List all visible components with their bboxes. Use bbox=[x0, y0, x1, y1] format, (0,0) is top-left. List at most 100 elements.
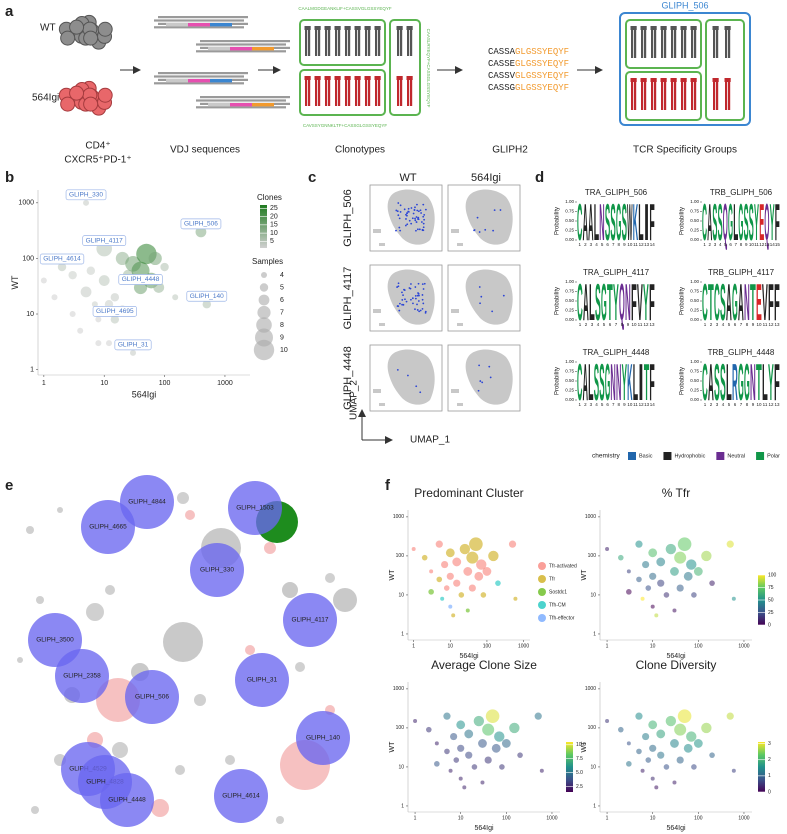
tcr-icon bbox=[671, 82, 674, 110]
vdj-bar bbox=[154, 82, 244, 85]
umap-highlight bbox=[473, 229, 476, 231]
scatter-point bbox=[499, 764, 505, 770]
umap-cells bbox=[379, 323, 385, 326]
vdj-bar bbox=[158, 72, 248, 75]
vdj-segment bbox=[252, 103, 274, 107]
cdr3-motif: GLGSSYEQYF bbox=[515, 71, 569, 81]
logo-letter: G bbox=[732, 274, 738, 332]
logo-letter: S bbox=[718, 194, 723, 252]
vdj-bar bbox=[200, 40, 290, 43]
umap-highlight bbox=[479, 380, 482, 382]
tcr-icon bbox=[670, 26, 677, 30]
scatter-point bbox=[635, 712, 643, 720]
cell bbox=[97, 87, 113, 103]
umap-highlight bbox=[404, 298, 406, 301]
point-label: GLIPH_506 bbox=[184, 221, 218, 228]
legend-label: Sostdc1 bbox=[549, 589, 567, 595]
logo-xtick-label: 6 bbox=[734, 322, 737, 327]
scatter-point bbox=[457, 744, 465, 752]
scatter-point bbox=[663, 592, 670, 598]
logo-ytick-label: 0.00 bbox=[690, 237, 699, 242]
tcr-icon bbox=[690, 26, 697, 30]
logo-letter: N bbox=[599, 194, 604, 252]
point-label-box bbox=[82, 235, 127, 246]
umap-highlight bbox=[416, 203, 418, 206]
logo-xtick-label: 3 bbox=[590, 402, 593, 407]
clonotype-box bbox=[299, 19, 386, 66]
scatter-point bbox=[413, 719, 418, 724]
logo-xtick-label: 10 bbox=[756, 402, 762, 407]
umap-highlight bbox=[484, 228, 487, 231]
logo-letter: G bbox=[728, 194, 733, 252]
colorbar bbox=[758, 742, 765, 792]
network-node bbox=[17, 657, 23, 663]
scatter-point bbox=[618, 554, 624, 561]
panel-label: a bbox=[5, 3, 14, 20]
logo-xtick-label: 8 bbox=[621, 322, 624, 327]
tcr-icon bbox=[690, 78, 697, 82]
logo-xtick-label: 5 bbox=[728, 402, 731, 407]
scatter-point bbox=[80, 286, 92, 298]
logo-xtick-label: 12 bbox=[639, 242, 645, 247]
scatter-point bbox=[726, 712, 734, 720]
point-label-box bbox=[39, 253, 85, 265]
logo-letter: V bbox=[637, 274, 643, 332]
legend-swatch bbox=[756, 452, 765, 460]
logo-xtick-label: 14 bbox=[650, 402, 656, 407]
tcr-icon bbox=[671, 30, 674, 58]
umap-highlight bbox=[421, 307, 424, 310]
colorbar-label: 0 bbox=[768, 622, 771, 628]
umap-highlight bbox=[412, 302, 414, 305]
scatter-point bbox=[513, 596, 518, 601]
logo-xtick-label: 2 bbox=[584, 242, 587, 247]
umap-highlight bbox=[408, 287, 411, 289]
tcr-icon bbox=[315, 80, 318, 106]
vdj-bar bbox=[158, 16, 248, 19]
logo-title: TRA_GLIPH_4448 bbox=[583, 348, 650, 357]
x-tick-label: 100 bbox=[694, 643, 703, 649]
network-group bbox=[228, 481, 282, 535]
cell bbox=[83, 30, 99, 46]
scatter-point bbox=[709, 752, 715, 758]
tcr-icon bbox=[674, 82, 677, 110]
logo-xtick-label: 3 bbox=[590, 242, 593, 247]
logo-letter: F bbox=[649, 274, 655, 332]
scatter-point bbox=[534, 712, 542, 720]
logo-ytick-label: 0.50 bbox=[690, 378, 699, 383]
tcr-icon bbox=[368, 30, 371, 56]
point-label: GLIPH_31 bbox=[118, 342, 149, 349]
network-label: GLIPH_4665 bbox=[89, 524, 127, 531]
logo-ylabel: Probability bbox=[680, 367, 686, 395]
clonotype-box bbox=[705, 19, 745, 121]
umap-highlight bbox=[492, 229, 495, 232]
scatter-point bbox=[77, 327, 84, 334]
logo-xtick-label: 11 bbox=[638, 322, 643, 327]
legend-title: Samples bbox=[252, 257, 283, 266]
logo-xtick-label: 12 bbox=[639, 402, 645, 407]
legend-swatch bbox=[538, 601, 546, 609]
legend-swatch bbox=[628, 452, 636, 460]
x-tick-label: 1 bbox=[606, 815, 609, 821]
scatter-point bbox=[450, 732, 458, 741]
cdr3-motif: GLGSSYEQYF bbox=[515, 47, 569, 57]
tcr-icon bbox=[728, 82, 731, 110]
cdr3-motif: GLGSSYEQYF bbox=[515, 59, 569, 69]
tcr-icon bbox=[364, 76, 371, 80]
colorbar bbox=[566, 742, 573, 792]
logo-ylabel: Probability bbox=[555, 207, 561, 235]
logo-ytick-label: 0.00 bbox=[565, 317, 574, 322]
tcr-icon bbox=[644, 82, 647, 110]
x-tick-label: 10 bbox=[650, 815, 656, 821]
tcr-icon bbox=[365, 80, 368, 106]
scatter-point bbox=[468, 584, 476, 592]
clonotype-box bbox=[299, 69, 386, 116]
x-tick-label: 1 bbox=[414, 815, 417, 821]
tcr-icon bbox=[358, 30, 361, 56]
network-node bbox=[276, 816, 284, 824]
tcr-icon bbox=[305, 30, 308, 56]
logo-xtick-label: 8 bbox=[618, 402, 621, 407]
tcr-icon bbox=[335, 30, 338, 56]
umap-highlight bbox=[399, 211, 402, 213]
tcr-icon bbox=[365, 30, 368, 56]
scatter-point bbox=[421, 554, 428, 561]
